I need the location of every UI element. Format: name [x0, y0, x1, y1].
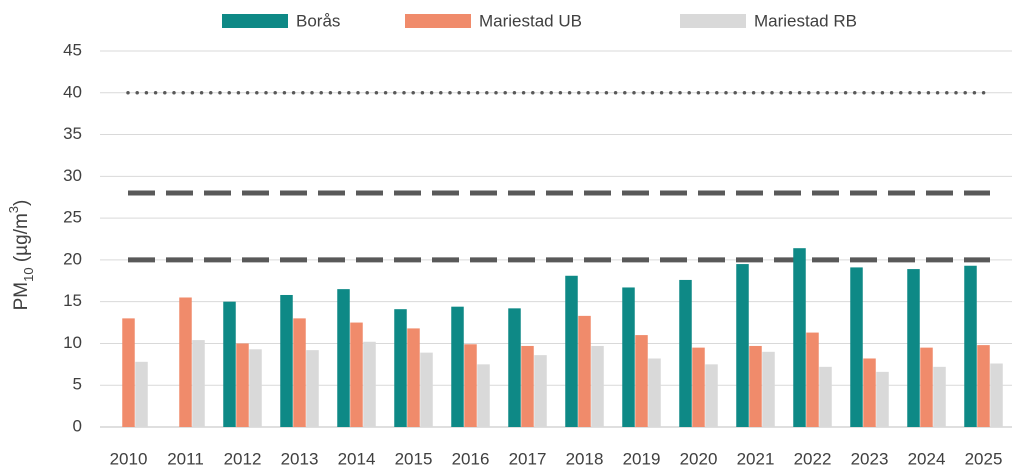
bar	[920, 347, 933, 427]
bar	[819, 366, 832, 427]
x-tick-label: 2011	[167, 449, 204, 468]
bar	[863, 358, 876, 427]
y-tick-label: 45	[63, 40, 82, 59]
x-tick-label: 2020	[680, 449, 718, 468]
y-label-mid: (µg/m	[11, 213, 32, 267]
bar	[407, 328, 420, 427]
legend-swatch	[405, 14, 471, 28]
bar	[679, 279, 692, 427]
bar	[306, 350, 319, 427]
y-tick-label: 30	[63, 166, 82, 185]
bar	[705, 364, 718, 427]
bar	[933, 366, 946, 427]
legend-swatch	[222, 14, 288, 28]
y-tick-label: 10	[63, 333, 82, 352]
bar	[420, 352, 433, 427]
bar	[622, 287, 635, 427]
bar	[534, 355, 547, 427]
y-label-base: PM	[11, 282, 32, 311]
legend-swatch	[680, 14, 746, 28]
bar	[762, 351, 775, 427]
bar	[223, 301, 236, 427]
y-label-end: )	[11, 200, 32, 206]
y-label-sup: 3	[6, 206, 21, 213]
bar	[477, 364, 490, 427]
y-tick-label: 5	[73, 375, 82, 394]
bar	[977, 345, 990, 427]
bar	[850, 267, 863, 427]
bar	[135, 361, 148, 427]
x-tick-label: 2018	[566, 449, 604, 468]
x-tick-label: 2024	[908, 449, 946, 468]
bar	[793, 248, 806, 427]
bar	[464, 344, 477, 427]
y-tick-label: 15	[63, 291, 82, 310]
x-tick-label: 2021	[737, 449, 775, 468]
bar	[192, 340, 205, 427]
bar	[451, 306, 464, 427]
bar	[907, 269, 920, 427]
bar	[280, 294, 293, 427]
bar	[648, 358, 661, 427]
x-tick-label: 2013	[281, 449, 319, 468]
x-tick-label: 2022	[794, 449, 832, 468]
y-tick-label: 25	[63, 208, 82, 227]
bar	[363, 341, 376, 427]
bar	[521, 345, 534, 427]
x-tick-label: 2025	[965, 449, 1003, 468]
y-tick-label: 20	[63, 249, 82, 268]
legend-label: Borås	[296, 11, 340, 30]
y-tick-label: 35	[63, 124, 82, 143]
bar	[806, 332, 819, 427]
bar	[293, 318, 306, 427]
bar	[990, 363, 1003, 427]
x-tick-label: 2023	[851, 449, 889, 468]
legend-label: Mariestad RB	[754, 11, 857, 30]
bar	[179, 297, 192, 427]
x-tick-label: 2010	[110, 449, 148, 468]
bar	[337, 289, 350, 427]
bar	[394, 309, 407, 427]
bar	[692, 347, 705, 427]
bar	[591, 345, 604, 427]
bar	[876, 371, 889, 427]
y-tick-label: 40	[63, 82, 82, 101]
x-tick-label: 2019	[623, 449, 661, 468]
x-tick-label: 2014	[338, 449, 376, 468]
y-tick-label: 0	[73, 416, 82, 435]
x-tick-label: 2017	[509, 449, 547, 468]
bar	[736, 264, 749, 427]
x-tick-label: 2012	[224, 449, 262, 468]
y-axis-label: PM10 (µg/m3)	[6, 200, 36, 311]
bar	[350, 322, 363, 427]
legend-label: Mariestad UB	[479, 11, 582, 30]
x-tick-label: 2016	[452, 449, 490, 468]
x-tick-label: 2015	[395, 449, 433, 468]
bar	[249, 349, 262, 427]
bar	[635, 335, 648, 427]
bar	[964, 265, 977, 427]
bar	[122, 318, 135, 427]
bar	[578, 315, 591, 427]
y-label-sub: 10	[21, 267, 36, 281]
bar	[565, 275, 578, 427]
bar	[508, 308, 521, 427]
bar	[749, 345, 762, 427]
bar	[236, 343, 249, 427]
